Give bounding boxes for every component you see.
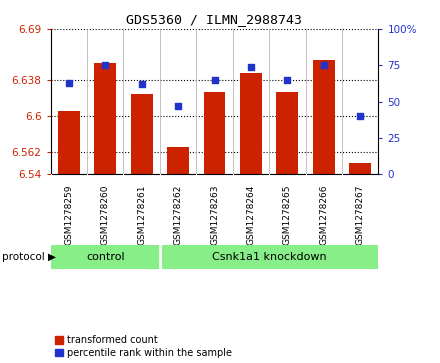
Point — [211, 77, 218, 83]
Bar — [94, 63, 116, 174]
Point — [138, 81, 145, 87]
Title: GDS5360 / ILMN_2988743: GDS5360 / ILMN_2988743 — [127, 13, 303, 26]
Point — [65, 80, 72, 86]
Text: GSM1278262: GSM1278262 — [173, 184, 183, 245]
Bar — [276, 92, 298, 174]
Text: control: control — [86, 252, 125, 262]
Bar — [240, 73, 262, 174]
Text: GSM1278260: GSM1278260 — [101, 184, 110, 245]
Bar — [51, 245, 160, 269]
Text: GSM1278259: GSM1278259 — [64, 184, 73, 245]
Point — [102, 62, 109, 68]
Text: Csnk1a1 knockdown: Csnk1a1 knockdown — [212, 252, 326, 262]
Text: protocol ▶: protocol ▶ — [2, 252, 56, 262]
Bar — [313, 60, 335, 174]
Text: GSM1278263: GSM1278263 — [210, 184, 219, 245]
Bar — [160, 245, 378, 269]
Bar — [204, 92, 225, 174]
Bar — [167, 147, 189, 174]
Text: GSM1278266: GSM1278266 — [319, 184, 328, 245]
Text: GSM1278265: GSM1278265 — [283, 184, 292, 245]
Text: GSM1278267: GSM1278267 — [356, 184, 365, 245]
Bar — [131, 94, 153, 174]
Point — [357, 113, 364, 119]
Bar — [58, 111, 80, 174]
Point — [247, 64, 254, 70]
Text: GSM1278261: GSM1278261 — [137, 184, 146, 245]
Bar — [349, 163, 371, 174]
Text: GSM1278264: GSM1278264 — [246, 184, 256, 245]
Legend: transformed count, percentile rank within the sample: transformed count, percentile rank withi… — [55, 335, 232, 358]
Point — [320, 62, 327, 68]
Point — [175, 103, 182, 109]
Point — [284, 77, 291, 83]
